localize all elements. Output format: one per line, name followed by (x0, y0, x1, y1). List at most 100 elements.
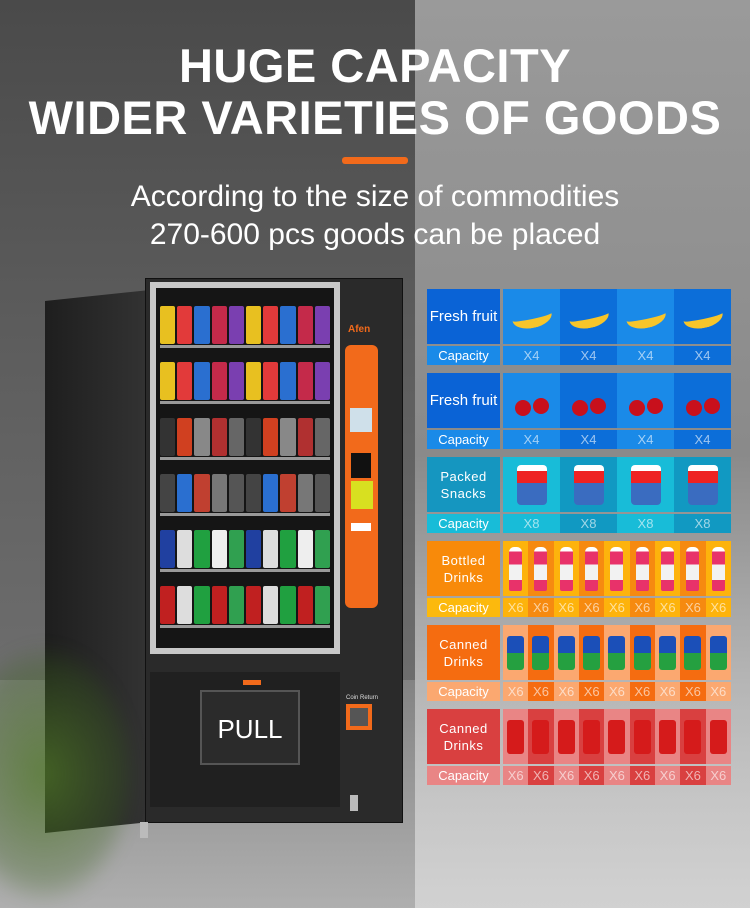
product-item (228, 306, 245, 344)
bottle-icon (604, 541, 630, 596)
product-item (263, 362, 279, 400)
product-item (228, 418, 245, 456)
sprite-can-icon (503, 625, 529, 680)
shelf (160, 408, 331, 460)
capacity-value: X6 (503, 682, 529, 701)
product-item (160, 586, 176, 624)
product-item (228, 586, 245, 624)
shelf (160, 520, 331, 572)
capacity-value: X6 (654, 766, 681, 785)
coin-return[interactable] (346, 704, 372, 730)
product-item (160, 306, 176, 344)
banana-icon (674, 289, 731, 344)
product-item (228, 474, 245, 512)
capacity-label: Capacity (427, 346, 500, 365)
headline: HUGE CAPACITY WIDER VARIETIES OF GOODS (0, 40, 750, 144)
product-item (263, 418, 279, 456)
sprite-can-icon (629, 625, 655, 680)
product-item (211, 418, 227, 456)
product-item (246, 306, 262, 344)
product-item (211, 586, 227, 624)
bottle-icon (654, 541, 681, 596)
product-item (297, 530, 313, 568)
capacity-value: X6 (629, 598, 655, 617)
banana-icon (560, 289, 617, 344)
shelf (160, 464, 331, 516)
product-item (160, 474, 176, 512)
capacity-value: X6 (604, 766, 630, 785)
sprite-can-icon (604, 625, 630, 680)
capacity-value: X4 (674, 346, 731, 365)
bottle-icon (705, 541, 731, 596)
machine-leg (140, 822, 148, 838)
product-item (263, 586, 279, 624)
capacity-value: X6 (654, 682, 681, 701)
product-item (280, 362, 296, 400)
coin-return-label: Coin Return (346, 695, 379, 701)
snack-bag-icon (617, 457, 674, 512)
product-item (263, 530, 279, 568)
cola-can-icon (654, 709, 681, 764)
cola-can-icon (578, 709, 605, 764)
capacity-value: X4 (674, 430, 731, 449)
coin-slot[interactable] (351, 523, 371, 531)
product-item (211, 530, 227, 568)
blurred-plant (0, 640, 140, 908)
product-item (194, 474, 210, 512)
category-label: Fresh fruit (427, 289, 500, 344)
capacity-group: Bottled Drinks Capacity X6 X6 X6 X6 X6 X6 X6 X6 X6 (427, 541, 731, 617)
sprite-can-icon (578, 625, 605, 680)
banana-icon (503, 289, 560, 344)
headline-line-1: HUGE CAPACITY (178, 39, 572, 92)
product-item (314, 586, 331, 624)
keypad[interactable] (350, 408, 372, 432)
capacity-value: X6 (528, 682, 554, 701)
cola-can-icon (528, 709, 554, 764)
capacity-value: X6 (680, 766, 706, 785)
product-item (211, 306, 227, 344)
product-item (160, 418, 176, 456)
category-label: Bottled Drinks (427, 541, 500, 596)
capacity-value: X6 (629, 682, 655, 701)
capacity-label: Capacity (427, 766, 500, 785)
banana-icon (617, 289, 674, 344)
product-item (246, 586, 262, 624)
capacity-value: X6 (654, 598, 681, 617)
control-panel (345, 345, 378, 608)
product-item (160, 530, 176, 568)
product-item (246, 530, 262, 568)
product-item (297, 474, 313, 512)
product-item (314, 474, 331, 512)
capacity-group: Fresh fruit Capacity X4 X4 X4 X4 (427, 289, 731, 365)
product-item (297, 362, 313, 400)
product-item (280, 306, 296, 344)
shelf (160, 576, 331, 628)
product-item (194, 530, 210, 568)
product-item (177, 530, 193, 568)
cherry-icon (560, 373, 617, 428)
sprite-can-icon (528, 625, 554, 680)
brand-logo: Afen (348, 324, 371, 335)
bottle-icon (528, 541, 554, 596)
subtitle: According to the size of commodities 270… (0, 178, 750, 254)
cola-can-icon (604, 709, 630, 764)
sprite-can-icon (705, 625, 731, 680)
product-item (194, 418, 210, 456)
capacity-value: X8 (560, 514, 617, 533)
capacity-value: X6 (528, 766, 554, 785)
capacity-value: X6 (553, 682, 579, 701)
pull-flap[interactable]: PULL (200, 690, 300, 765)
product-item (280, 418, 296, 456)
bottle-icon (680, 541, 706, 596)
product-item (177, 474, 193, 512)
capacity-value: X6 (680, 598, 706, 617)
capacity-value: X8 (617, 514, 674, 533)
card-reader[interactable] (351, 481, 373, 509)
product-item (194, 306, 210, 344)
product-item (314, 418, 331, 456)
capacity-value: X6 (705, 598, 731, 617)
category-label: Canned Drinks (427, 709, 500, 764)
sprite-can-icon (680, 625, 706, 680)
bill-acceptor[interactable] (351, 453, 371, 478)
product-item (194, 362, 210, 400)
